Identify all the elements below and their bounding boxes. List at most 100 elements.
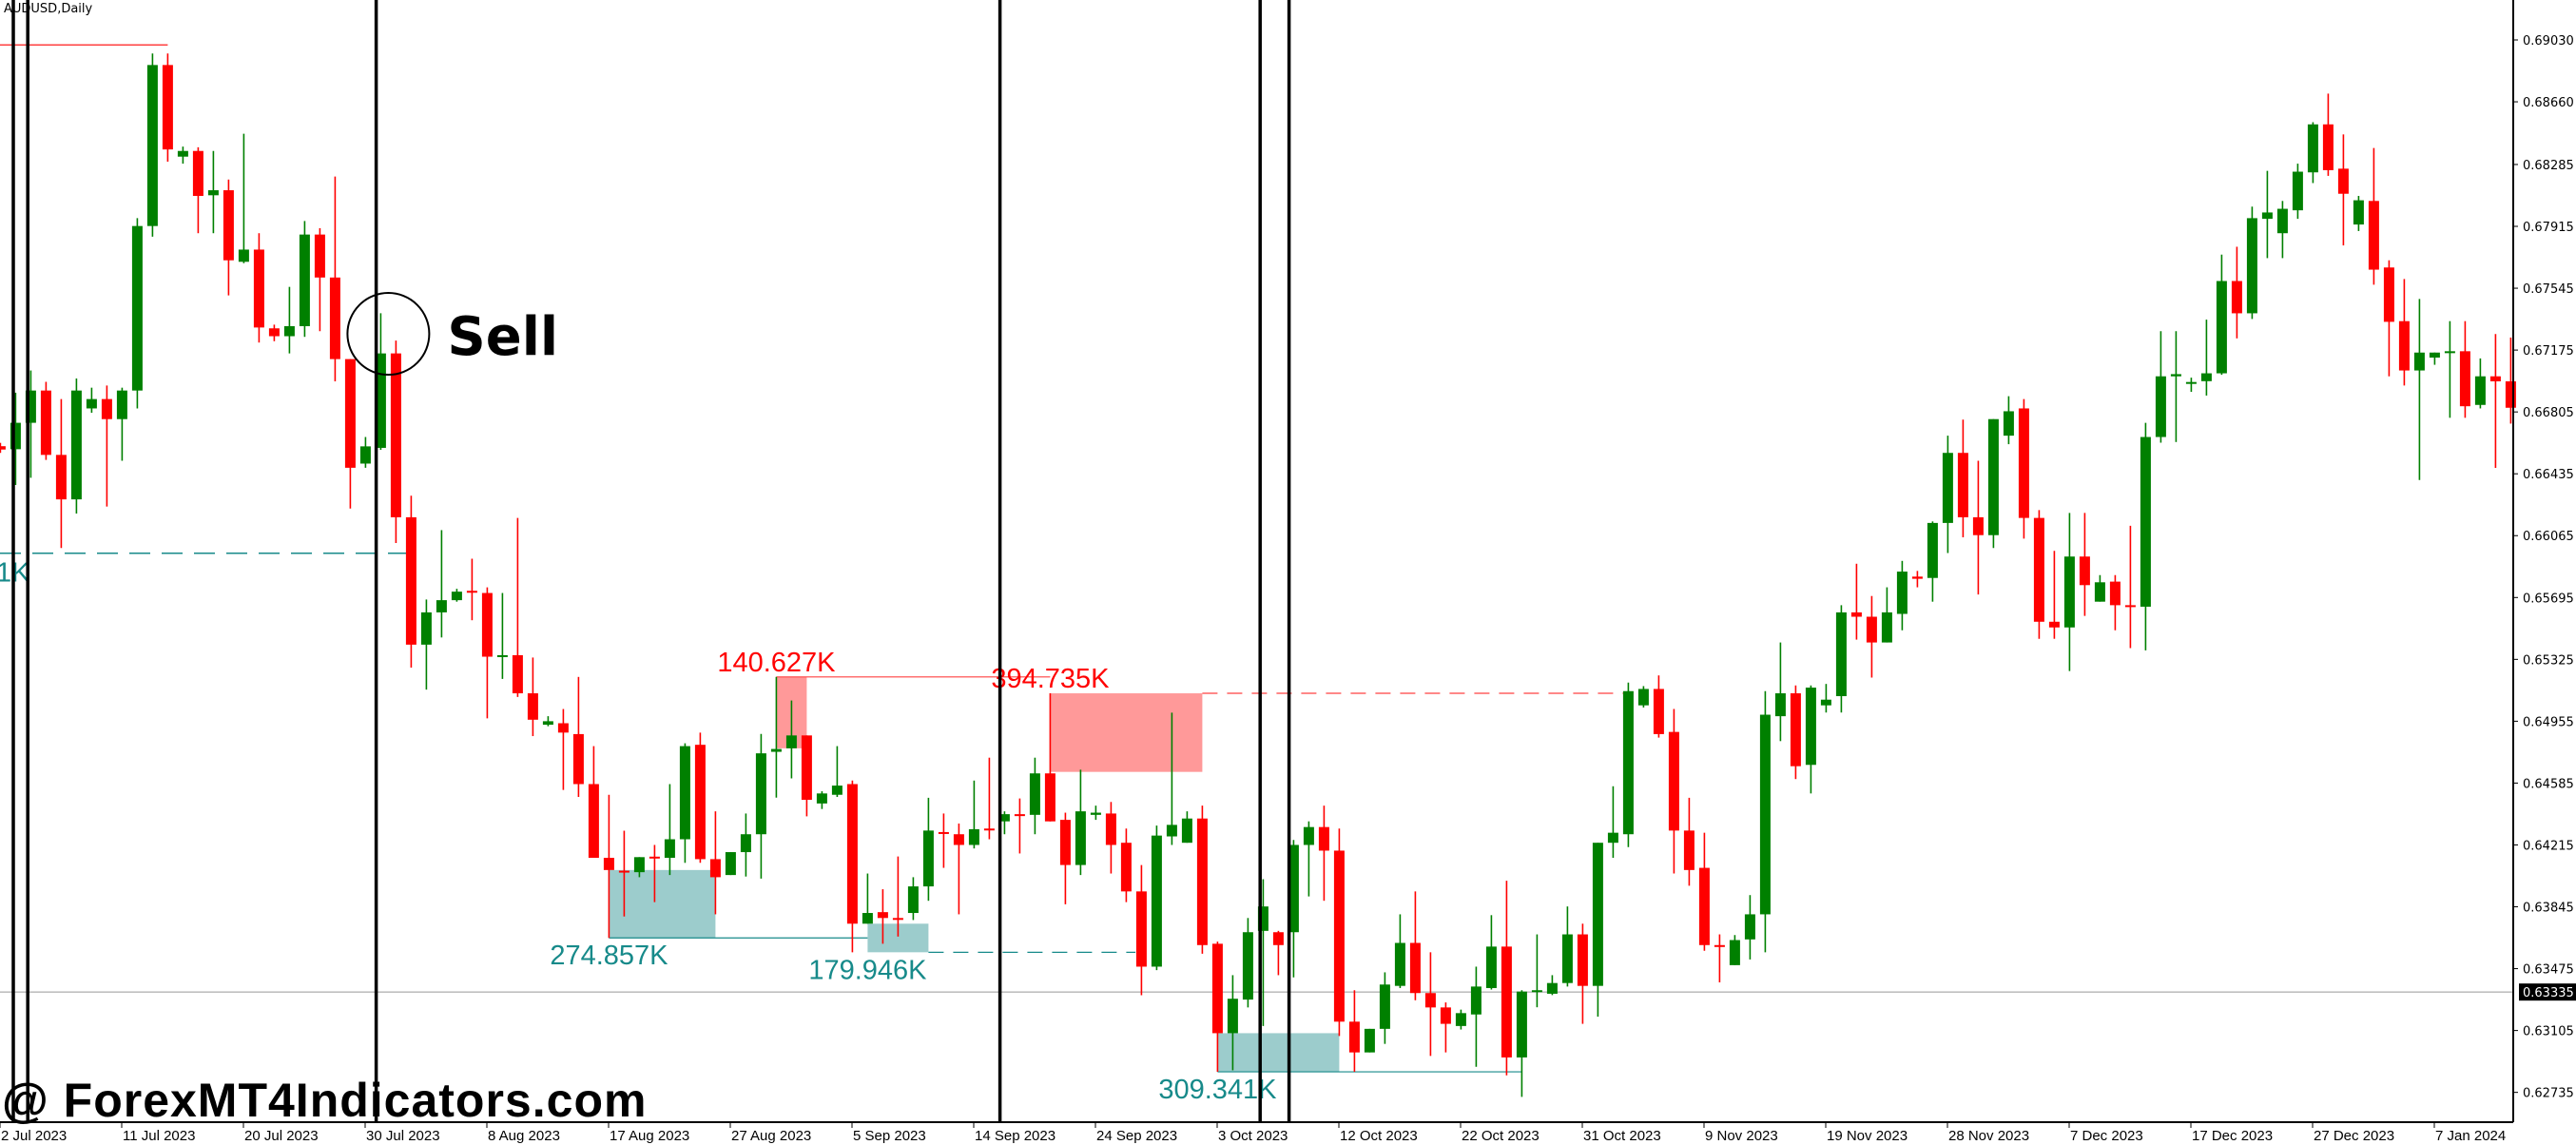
bullish-candle — [1303, 826, 1314, 845]
current-price-badge — [2519, 983, 2576, 1001]
bullish-candle — [1607, 832, 1618, 844]
bullish-candle — [725, 852, 736, 876]
bearish-candle — [709, 859, 721, 878]
date-tick-label: 30 Jul 2023 — [366, 1128, 440, 1144]
bullish-candle — [2185, 381, 2197, 384]
bullish-candle — [1881, 611, 1892, 643]
bullish-candle — [1546, 982, 1558, 994]
bearish-candle — [801, 735, 812, 801]
date-tick-label: 28 Nov 2023 — [1948, 1128, 2029, 1144]
bearish-candle — [1577, 934, 1588, 986]
bearish-candle — [1668, 731, 1679, 831]
bearish-candle — [2048, 621, 2060, 628]
date-tick-label: 2 Jul 2023 — [1, 1128, 67, 1144]
date-tick-label: 9 Nov 2023 — [1705, 1128, 1778, 1144]
bullish-candle — [679, 746, 690, 840]
bearish-candle — [846, 784, 858, 924]
bullish-candle — [1379, 984, 1390, 1029]
bearish-candle — [2109, 581, 2121, 606]
bullish-candle — [1637, 689, 1649, 706]
supply-zone-volume-label: 394.735K — [991, 664, 1110, 694]
bearish-candle — [1196, 818, 1208, 945]
bearish-candle — [481, 592, 493, 657]
price-tick-label: 0.65695 — [2523, 592, 2574, 606]
date-tick-label: 24 Sep 2023 — [1096, 1128, 1177, 1144]
bearish-candle — [2322, 124, 2334, 170]
bullish-candle — [907, 886, 919, 914]
bullish-candle — [359, 446, 371, 464]
bullish-candle — [2444, 351, 2455, 354]
bullish-candle — [664, 839, 675, 859]
bullish-candle — [25, 390, 36, 423]
price-tick-label: 0.65325 — [2523, 653, 2574, 668]
bearish-candle — [2033, 517, 2044, 622]
bullish-candle — [238, 249, 249, 262]
bearish-candle — [1501, 946, 1512, 1058]
bullish-candle — [2276, 208, 2288, 234]
bearish-candle — [1333, 850, 1345, 1022]
bearish-candle — [2459, 351, 2470, 407]
date-tick-label: 12 Oct 2023 — [1340, 1128, 1418, 1144]
bullish-candle — [862, 913, 873, 924]
date-tick-label: 19 Nov 2023 — [1827, 1128, 1908, 1144]
date-tick-label: 14 Sep 2023 — [975, 1128, 1056, 1144]
bearish-candle — [2505, 380, 2516, 408]
bearish-candle — [2368, 201, 2379, 270]
bullish-candle — [70, 390, 82, 500]
watermark-logo: @ ForexMT4Indicators.com — [2, 1074, 648, 1127]
bullish-candle — [116, 390, 127, 419]
bearish-candle — [55, 455, 67, 500]
bearish-candle — [892, 918, 903, 921]
bearish-candle — [223, 190, 234, 261]
bearish-candle — [572, 733, 584, 785]
bearish-candle — [390, 353, 401, 517]
bullish-candle — [1622, 690, 1634, 835]
price-tick-label: 0.64585 — [2523, 777, 2574, 791]
bullish-candle — [1820, 699, 1831, 706]
date-tick-label: 7 Jan 2024 — [2435, 1128, 2506, 1144]
bearish-candle — [2489, 376, 2501, 381]
price-tick-label: 0.64955 — [2523, 715, 2574, 729]
bullish-candle — [283, 325, 295, 337]
bearish-candle — [1957, 453, 1968, 517]
bearish-candle — [1409, 942, 1421, 994]
price-tick-label: 0.68660 — [2523, 96, 2574, 110]
bullish-candle — [375, 353, 386, 448]
bullish-candle — [2003, 411, 2014, 437]
bullish-candle — [542, 721, 553, 726]
bullish-candle — [1455, 1013, 1466, 1026]
bullish-candle — [1516, 991, 1527, 1058]
date-tick-label: 5 Sep 2023 — [853, 1128, 926, 1144]
bullish-candle — [1942, 453, 1953, 523]
bullish-candle — [451, 592, 462, 601]
sell-signal-label: Sell — [447, 306, 558, 368]
bullish-candle — [2353, 200, 2364, 225]
bearish-candle — [101, 398, 112, 419]
demand-zone-volume-label: 309.341K — [1158, 1075, 1277, 1105]
date-tick-label: 20 Jul 2023 — [244, 1128, 319, 1144]
chart-title: AUDUSD,Daily — [4, 2, 93, 16]
bullish-candle — [998, 814, 1010, 822]
bearish-candle — [344, 359, 356, 468]
demand-zone-volume-label: 274.857K — [550, 941, 668, 971]
bearish-candle — [405, 516, 416, 645]
bullish-candle — [1181, 818, 1192, 844]
bullish-candle — [1257, 906, 1269, 931]
bearish-candle — [938, 831, 949, 834]
bullish-candle — [2216, 281, 2227, 374]
bearish-candle — [2231, 281, 2242, 314]
demand-zone-box — [609, 869, 716, 939]
bullish-candle — [2246, 218, 2257, 314]
price-tick-label: 0.69030 — [2523, 34, 2574, 49]
bullish-candle — [1288, 844, 1299, 933]
date-tick-label: 3 Oct 2023 — [1218, 1128, 1288, 1144]
bearish-candle — [527, 693, 538, 720]
bearish-candle — [1714, 944, 1725, 947]
bearish-candle — [618, 870, 629, 873]
current-price-label: 0.63335 — [2523, 986, 2574, 1000]
price-tick-label: 0.67915 — [2523, 221, 2574, 235]
bearish-candle — [1318, 826, 1329, 851]
bullish-candle — [2474, 376, 2486, 405]
bearish-candle — [1120, 843, 1132, 892]
